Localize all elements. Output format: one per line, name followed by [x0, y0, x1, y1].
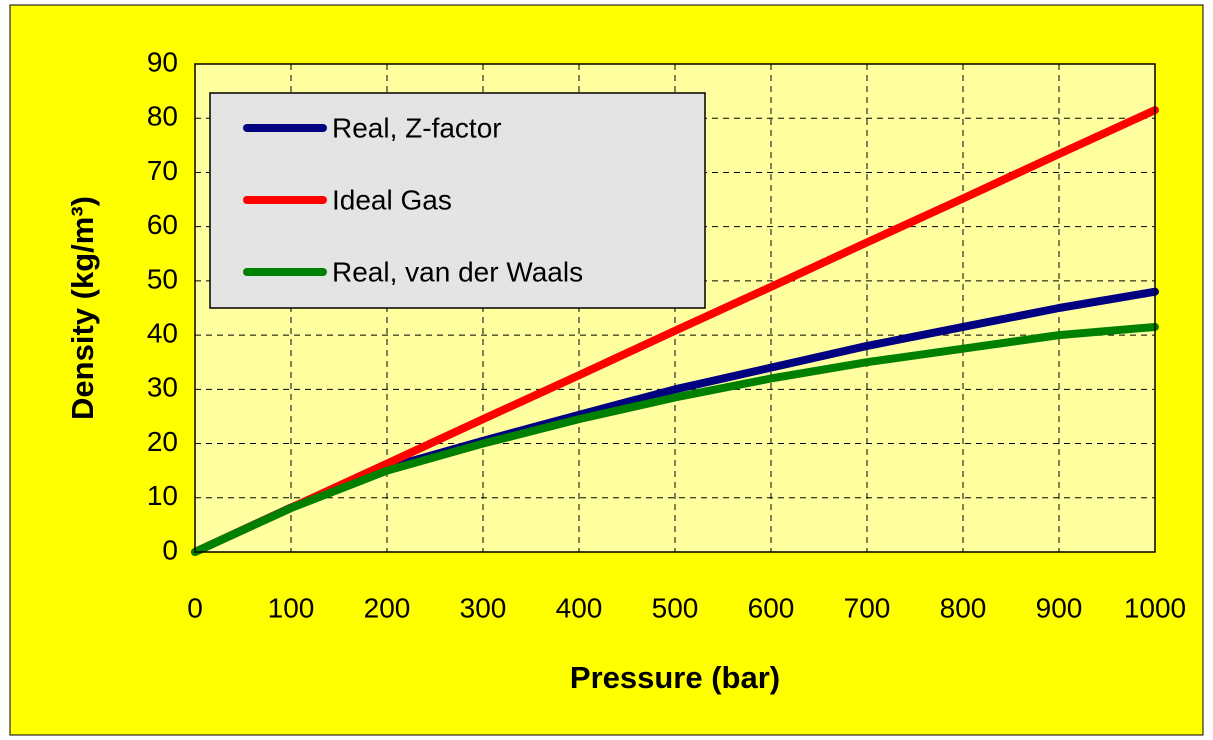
- y-tick-label: 10: [147, 480, 178, 511]
- y-tick-label: 40: [147, 318, 178, 349]
- x-axis-title: Pressure (bar): [570, 660, 780, 695]
- x-tick-label: 900: [1036, 592, 1083, 623]
- x-tick-label: 200: [364, 592, 411, 623]
- x-tick-label: 700: [844, 592, 891, 623]
- x-tick-label: 100: [268, 592, 315, 623]
- series-line: [191, 106, 1159, 556]
- plot-border: [194, 63, 1156, 553]
- x-tick-label: 500: [652, 592, 699, 623]
- legend-entries: Real, Z-factor Ideal Gas Real, van der Waa…: [243, 112, 583, 287]
- x-tick-label: 800: [940, 592, 987, 623]
- y-axis-title: Density (kg/m³): [65, 196, 100, 420]
- x-tick-label: 0: [187, 592, 203, 623]
- legend-label: Real, Z-factor: [332, 112, 502, 143]
- x-tick-label: 400: [556, 592, 603, 623]
- y-tick-label: 60: [147, 209, 178, 240]
- series-line: [191, 322, 1159, 556]
- x-tick-label: 600: [748, 592, 795, 623]
- y-tick-label: 80: [147, 101, 178, 132]
- y-tick-label: 70: [147, 155, 178, 186]
- y-tick-label: 20: [147, 426, 178, 457]
- y-tick-label: 50: [147, 263, 178, 294]
- y-tick-label: 0: [162, 534, 178, 565]
- x-tick-label: 1000: [1124, 592, 1186, 623]
- legend-label: Ideal Gas: [332, 184, 452, 215]
- legend-label: Real, van der Waals: [332, 256, 583, 287]
- y-tick-label: 90: [147, 46, 178, 77]
- y-tick-label: 30: [147, 372, 178, 403]
- series-lines: [191, 106, 1159, 556]
- x-tick-label: 300: [460, 592, 507, 623]
